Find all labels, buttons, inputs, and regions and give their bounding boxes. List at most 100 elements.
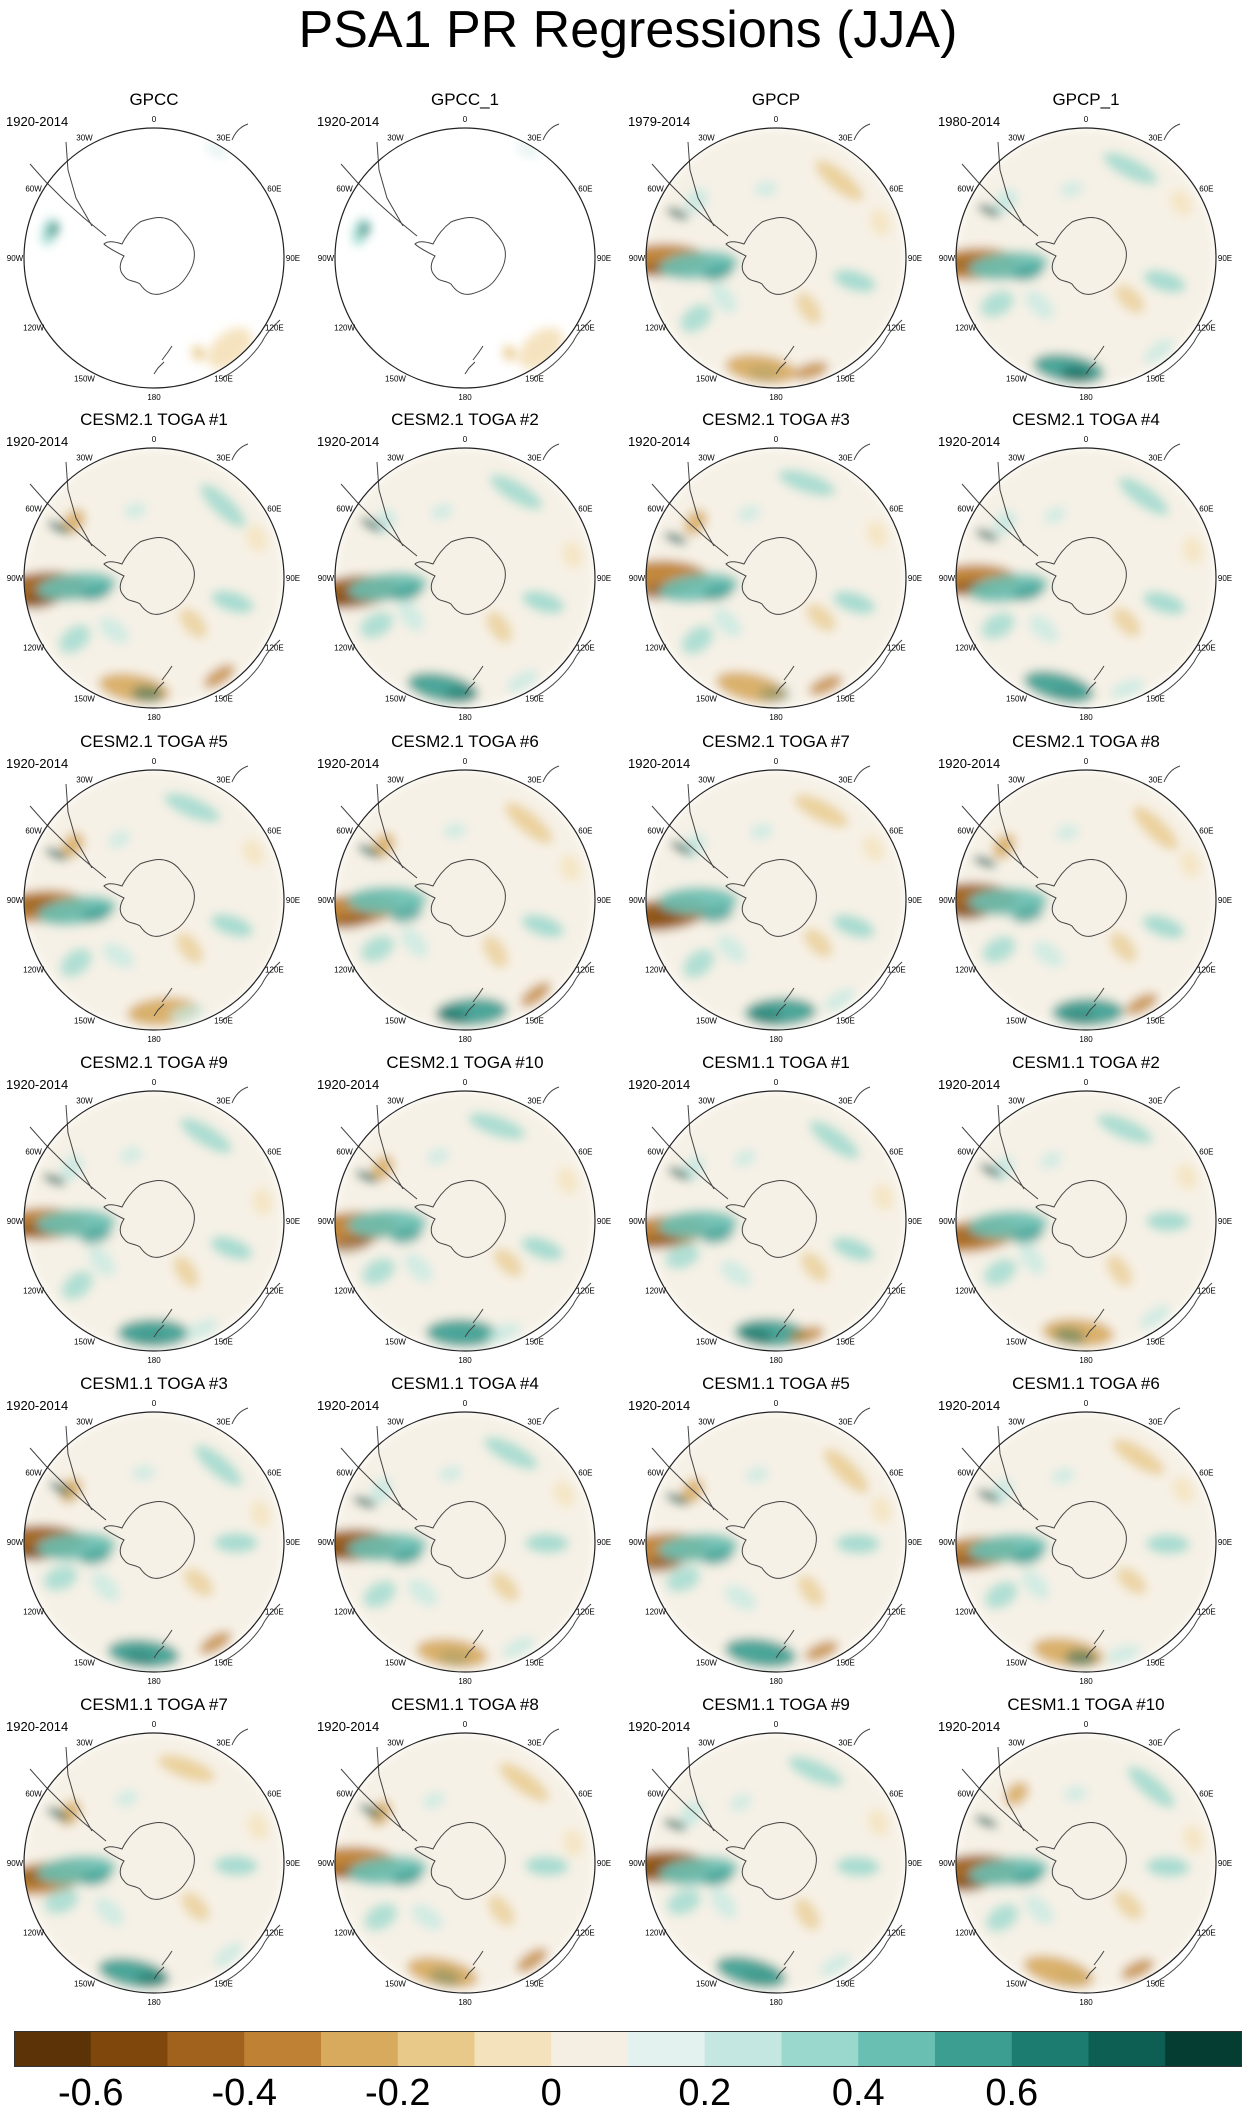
panel-title: GPCP_1: [1052, 90, 1120, 109]
longitude-label: 0: [1084, 1399, 1089, 1408]
longitude-label: 90W: [939, 1859, 956, 1868]
longitude-label: 90E: [597, 896, 611, 905]
colorbar-segment: [1165, 2031, 1242, 2067]
longitude-label: 0: [152, 757, 157, 766]
panel-period: 1920-2014: [938, 1398, 1001, 1413]
longitude-label: 150W: [74, 694, 95, 703]
longitude-label: 30E: [527, 134, 541, 143]
colorbar-segment: [167, 2031, 245, 2067]
longitude-label: 150E: [1146, 1658, 1165, 1667]
longitude-label: 60W: [647, 185, 664, 194]
longitude-label: 30W: [698, 1739, 715, 1748]
panel-period: 1920-2014: [938, 1719, 1001, 1734]
precip-field: [646, 128, 906, 388]
longitude-label: 30E: [1148, 776, 1162, 785]
precip-field: [956, 1412, 1216, 1672]
map-panel: 0 30E 60E 90E 120E 150E 180 150W 120W 90W 60W 30W CE…: [936, 1374, 1236, 1694]
longitude-label: 60W: [25, 1148, 42, 1157]
longitude-label: 90W: [7, 1859, 24, 1868]
map-panel: 0 30E 60E 90E 120E 150E 180 150W 120W 90W 60W 30W CE…: [626, 1695, 926, 2015]
longitude-label: 30E: [216, 1097, 230, 1106]
longitude-label: 30W: [387, 1739, 404, 1748]
precip-field: [956, 1091, 1216, 1351]
longitude-label: 30W: [76, 1418, 93, 1427]
map-panel: 0 30E 60E 90E 120E 150E 180 150W 120W 90W 60W 30W CE…: [315, 1053, 615, 1373]
longitude-label: 60E: [578, 827, 592, 836]
longitude-label: 150W: [74, 1658, 95, 1667]
longitude-label: 30W: [76, 134, 93, 143]
polar-map: 0 30E 60E 90E 120E 150E 180 150W 120W 90W 60W 30W: [939, 1399, 1232, 1684]
longitude-label: 30W: [76, 454, 93, 463]
longitude-label: 90E: [908, 1217, 922, 1226]
longitude-label: 30W: [1008, 776, 1025, 785]
longitude-label: 60W: [647, 505, 664, 514]
longitude-label: 90E: [597, 574, 611, 583]
map-panel: 0 30E 60E 90E 120E 150E 180 150W 120W 90W 60W 30W CE…: [936, 410, 1236, 730]
longitude-label: 150E: [836, 1016, 855, 1025]
panel-title: CESM2.1 TOGA #10: [386, 1053, 544, 1072]
coastlines: [651, 765, 903, 1021]
longitude-label: 120W: [645, 966, 666, 975]
longitude-label: 90W: [629, 896, 646, 905]
longitude-label: 120W: [645, 324, 666, 333]
precip-field: [24, 770, 284, 1030]
precip-field: [335, 770, 595, 1030]
panel-period: 1920-2014: [317, 434, 380, 449]
precip-field: [956, 770, 1216, 1030]
panel-title: CESM1.1 TOGA #7: [80, 1695, 228, 1714]
longitude-label: 120W: [645, 1608, 666, 1617]
longitude-label: 30W: [1008, 1418, 1025, 1427]
map-border: [23, 447, 285, 709]
longitude-label: 180: [769, 1677, 783, 1684]
longitude-label: 30W: [1008, 134, 1025, 143]
longitude-label: 30W: [1008, 1739, 1025, 1748]
map-panel: 0 30E 60E 90E 120E 150E 180 150W 120W 90W 60W 30W CE…: [626, 1374, 926, 1694]
longitude-label: 150E: [836, 1337, 855, 1346]
longitude-label: 30E: [838, 1418, 852, 1427]
longitude-label: 60W: [25, 185, 42, 194]
map-panel: 0 30E 60E 90E 120E 150E 180 150W 120W 90W 60W 30W CE…: [936, 1053, 1236, 1373]
longitude-label: 120W: [645, 1929, 666, 1938]
longitude-label: 120W: [645, 644, 666, 653]
longitude-label: 0: [1084, 757, 1089, 766]
longitude-label: 60W: [336, 1790, 353, 1799]
longitude-label: 120W: [23, 1929, 44, 1938]
longitude-label: 180: [458, 713, 472, 720]
longitude-label: 30W: [698, 134, 715, 143]
longitude-label: 60W: [25, 505, 42, 514]
panel-title: CESM2.1 TOGA #2: [391, 410, 539, 429]
longitude-label: 150W: [385, 374, 406, 383]
polar-map: 0 30E 60E 90E 120E 150E 180 150W 120W 90W 60W 30W: [939, 435, 1232, 720]
longitude-label: 60E: [889, 505, 903, 514]
coastlines: [961, 1086, 1213, 1342]
longitude-label: 90E: [286, 1538, 300, 1547]
longitude-label: 150E: [836, 1658, 855, 1667]
longitude-label: 60W: [957, 185, 974, 194]
longitude-label: 120W: [955, 1287, 976, 1296]
longitude-label: 60W: [336, 185, 353, 194]
panel-title: GPCC_1: [430, 90, 500, 109]
longitude-label: 90E: [1218, 574, 1232, 583]
longitude-label: 150E: [214, 1658, 233, 1667]
longitude-label: 150E: [1146, 374, 1165, 383]
precip-field: [956, 128, 1216, 388]
coastlines: [340, 765, 592, 1021]
colorbar-segment: [935, 2031, 1013, 2067]
precip-field: [41, 141, 253, 370]
longitude-label: 120E: [1197, 324, 1216, 333]
longitude-label: 60W: [957, 1790, 974, 1799]
longitude-label: 150W: [74, 1979, 95, 1988]
colorbar-segment: [858, 2031, 936, 2067]
map-border: [645, 1732, 907, 1994]
map-panel: 0 30E 60E 90E 120E 150E 180 150W 120W 90W 60W 30W CE…: [315, 732, 615, 1052]
longitude-label: 150E: [525, 694, 544, 703]
longitude-label: 120W: [334, 966, 355, 975]
longitude-label: 90E: [1218, 1217, 1232, 1226]
longitude-label: 60E: [1199, 505, 1213, 514]
longitude-label: 90W: [7, 1538, 24, 1547]
longitude-label: 90E: [286, 574, 300, 583]
longitude-label: 60E: [1199, 1469, 1213, 1478]
longitude-label: 60W: [647, 1148, 664, 1157]
map-panel: 0 30E 60E 90E 120E 150E 180 150W 120W 90W 60W 30W GP…: [626, 90, 926, 410]
longitude-label: 0: [152, 435, 157, 444]
